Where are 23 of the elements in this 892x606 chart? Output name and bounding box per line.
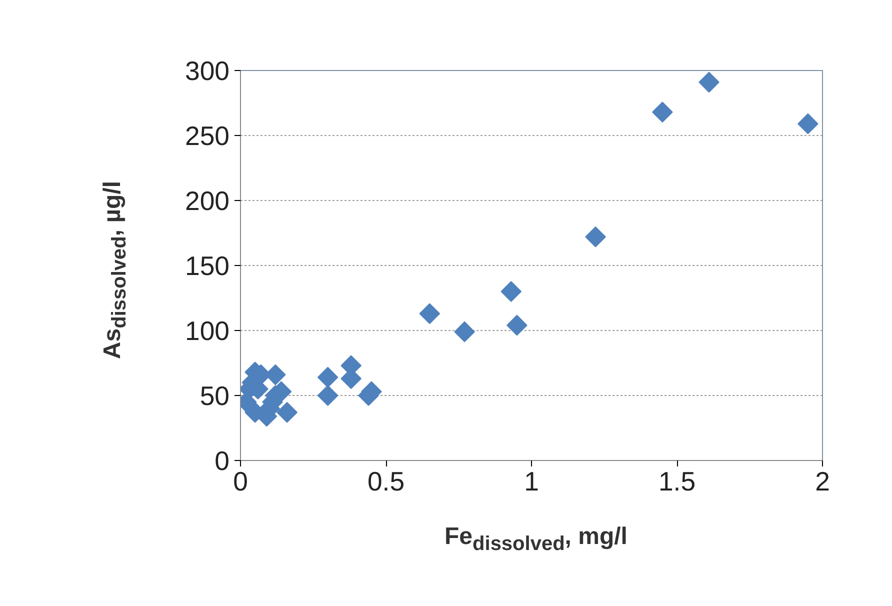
point <box>317 385 338 406</box>
y-tick-label: 100 <box>185 316 230 346</box>
y-tick-label: 200 <box>185 186 230 216</box>
x-tick-label: 0.5 <box>367 466 405 496</box>
y-tick-label: 250 <box>185 121 230 151</box>
point <box>585 226 606 248</box>
point <box>276 402 298 423</box>
y-tick-label: 0 <box>214 446 230 476</box>
x-tick-label: 2 <box>815 466 830 496</box>
point <box>317 366 338 388</box>
point <box>698 72 720 93</box>
y-tick-label: 300 <box>185 56 230 86</box>
point <box>454 321 475 342</box>
x-tick-label: 1.5 <box>658 466 696 496</box>
x-tick-label: 1 <box>524 466 539 496</box>
point <box>798 113 818 134</box>
point <box>652 102 673 122</box>
point <box>500 281 522 302</box>
point <box>506 314 528 336</box>
y-tick-label: 50 <box>200 381 230 411</box>
point <box>419 303 440 324</box>
y-tick-label: 150 <box>185 251 230 281</box>
x-axis-title: Fe$_{dissolved}$, mg/l <box>444 522 628 557</box>
